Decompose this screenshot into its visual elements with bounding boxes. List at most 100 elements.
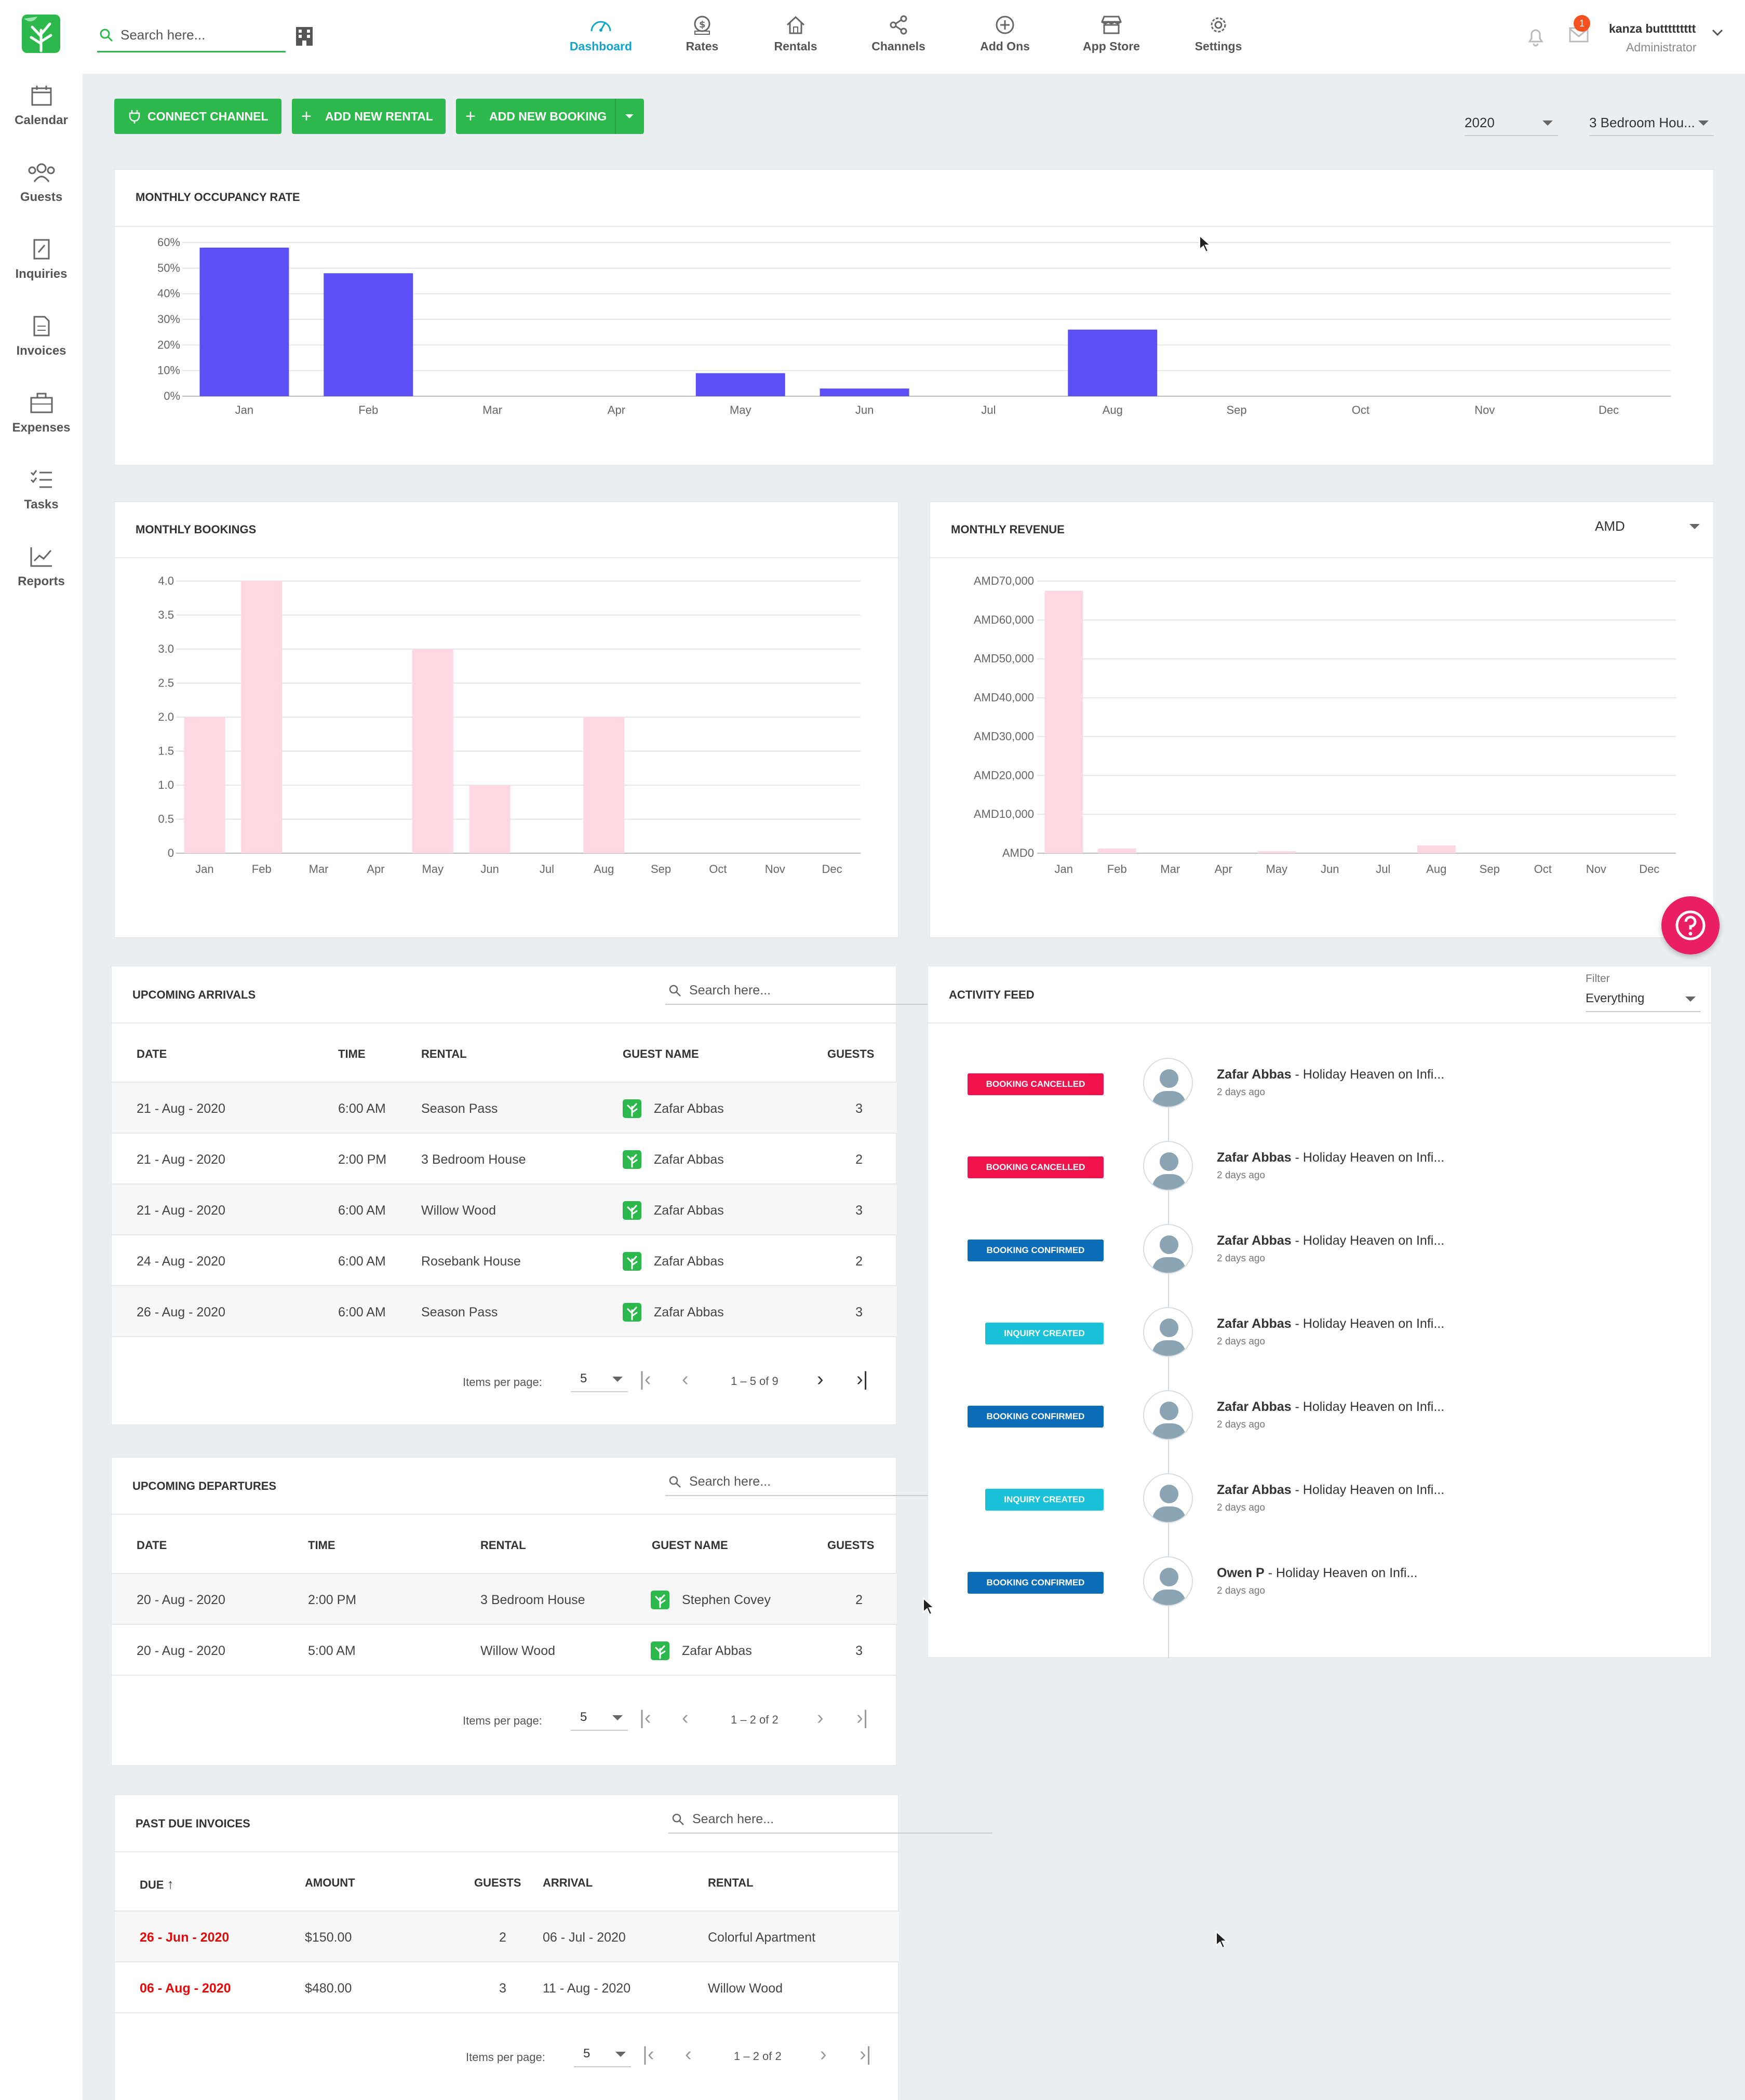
invoices-search-input[interactable]: Search here...: [692, 1812, 774, 1826]
nav-dashboard[interactable]: Dashboard: [567, 15, 635, 61]
arrivals-search-input[interactable]: Search here...: [689, 983, 771, 998]
table-row[interactable]: 20 - Aug - 2020 5:00 AM Willow Wood Zafar A…: [112, 1625, 897, 1676]
column-header[interactable]: RENTAL: [480, 1539, 526, 1552]
table-row[interactable]: 21 - Aug - 2020 2:00 PM 3 Bedroom House Zaf…: [112, 1134, 897, 1184]
add-rental-button[interactable]: + ADD NEW RENTAL: [292, 99, 446, 134]
rental-select[interactable]: 3 Bedroom Hou...: [1589, 109, 1714, 136]
avatar[interactable]: [1143, 1224, 1193, 1274]
column-header[interactable]: DUE ↑: [140, 1876, 174, 1892]
nav-app-store[interactable]: App Store: [1080, 15, 1143, 61]
table-row[interactable]: 21 - Aug - 2020 6:00 AM Season Pass Zafar A…: [112, 1083, 897, 1134]
global-search-input[interactable]: Search here...: [120, 27, 206, 43]
avatar[interactable]: [1143, 1058, 1193, 1108]
column-header[interactable]: RENTAL: [708, 1876, 754, 1889]
x-tick-label: May: [422, 863, 444, 876]
feed-item-text[interactable]: Owen P - Holiday Heaven on Infi...: [1217, 1566, 1417, 1581]
first-page-button[interactable]: |‹: [639, 1368, 651, 1390]
sidebar-item-expenses[interactable]: Expenses: [0, 392, 83, 435]
nav-channels[interactable]: Channels: [867, 15, 930, 61]
table-row[interactable]: 20 - Aug - 2020 2:00 PM 3 Bedroom House Ste…: [112, 1574, 897, 1625]
column-header[interactable]: ARRIVAL: [543, 1876, 593, 1889]
column-header[interactable]: TIME: [338, 1047, 366, 1060]
feed-item-text[interactable]: Zafar Abbas - Holiday Heaven on Infi...: [1217, 1483, 1444, 1498]
prev-page-button[interactable]: ‹: [682, 1707, 689, 1729]
first-page-button[interactable]: |‹: [639, 1707, 651, 1729]
nav-add-ons[interactable]: Add Ons: [976, 15, 1033, 61]
y-tick-label: 2.5: [158, 677, 174, 690]
items-per-page-select[interactable]: 5: [571, 1704, 628, 1731]
sidebar-item-inquiries[interactable]: Inquiries: [0, 238, 83, 281]
help-button[interactable]: [1661, 896, 1720, 954]
column-header[interactable]: TIME: [308, 1539, 335, 1552]
first-page-button[interactable]: |‹: [642, 2043, 654, 2065]
y-tick-label: 0%: [164, 389, 180, 402]
feed-item-text[interactable]: Zafar Abbas - Holiday Heaven on Infi...: [1217, 1399, 1444, 1415]
sidebar-item-invoices[interactable]: Invoices: [0, 315, 83, 358]
avatar[interactable]: [1143, 1556, 1193, 1606]
items-per-page-select[interactable]: 5: [574, 2040, 631, 2067]
avatar[interactable]: [1143, 1390, 1193, 1440]
sort-arrow-up-icon: ↑: [167, 1876, 174, 1892]
avatar[interactable]: [1143, 1473, 1193, 1523]
app-logo-icon[interactable]: [22, 15, 60, 53]
feed-item-text[interactable]: Zafar Abbas - Holiday Heaven on Infi...: [1217, 1316, 1444, 1331]
feed-item-text[interactable]: Zafar Abbas - Holiday Heaven on Infi...: [1217, 1150, 1444, 1165]
year-select[interactable]: 2020: [1465, 109, 1558, 136]
avatar[interactable]: [1143, 1307, 1193, 1357]
invoices-search[interactable]: Search here...: [668, 1807, 992, 1834]
column-header[interactable]: DATE: [137, 1047, 167, 1060]
sidebar-item-label: Inquiries: [15, 267, 68, 281]
avatar[interactable]: [1143, 1141, 1193, 1191]
activity-filter-select[interactable]: Everything: [1586, 985, 1701, 1012]
column-header[interactable]: GUESTS: [827, 1539, 875, 1552]
nav-rentals[interactable]: Rentals: [770, 15, 822, 61]
last-page-button[interactable]: ›|: [856, 1368, 868, 1390]
arrivals-search[interactable]: Search here...: [665, 978, 987, 1005]
bar: [1097, 849, 1136, 853]
next-page-button[interactable]: ›: [817, 1707, 824, 1729]
connect-channel-button[interactable]: CONNECT CHANNEL: [114, 99, 281, 134]
next-page-button[interactable]: ›: [820, 2043, 827, 2065]
currency-select[interactable]: AMD: [1595, 513, 1705, 540]
sidebar-item-calendar[interactable]: Calendar: [0, 84, 83, 128]
nav-settings[interactable]: Settings: [1192, 15, 1244, 61]
next-page-button[interactable]: ›: [817, 1368, 824, 1390]
add-booking-button[interactable]: + ADD NEW BOOKING: [456, 99, 644, 134]
x-tick-label: Mar: [482, 403, 502, 416]
user-name[interactable]: kanza buttttttttt: [1609, 22, 1696, 35]
chevron-down-icon[interactable]: [1712, 29, 1723, 36]
column-header[interactable]: DATE: [137, 1539, 167, 1552]
sidebar-item-tasks[interactable]: Tasks: [0, 468, 83, 512]
table-row[interactable]: 26 - Aug - 2020 6:00 AM Season Pass Zafar A…: [112, 1286, 897, 1337]
sidebar-item-reports[interactable]: Reports: [0, 545, 83, 589]
column-header[interactable]: GUESTS: [474, 1876, 521, 1889]
items-per-page-select[interactable]: 5: [571, 1365, 628, 1392]
departures-search-input[interactable]: Search here...: [689, 1474, 771, 1489]
column-header[interactable]: GUESTS: [827, 1047, 875, 1060]
status-badge: INQUIRY CREATED: [985, 1489, 1104, 1511]
bell-icon[interactable]: [1526, 27, 1545, 47]
departures-search[interactable]: Search here...: [665, 1469, 987, 1496]
column-header[interactable]: GUEST NAME: [623, 1047, 699, 1060]
table-row[interactable]: 26 - Jun - 2020 $150.00 2 06 - Jul - 2020 Co…: [115, 1911, 899, 1962]
sidebar-item-guests[interactable]: Guests: [0, 161, 83, 205]
prev-page-button[interactable]: ‹: [685, 2043, 692, 2065]
last-page-button[interactable]: ›|: [860, 2043, 871, 2065]
building-icon[interactable]: [294, 26, 315, 47]
table-row[interactable]: 06 - Aug - 2020 $480.00 3 11 - Aug - 2020 Wi…: [115, 1962, 899, 2013]
add-booking-dropdown-caret[interactable]: [625, 114, 634, 118]
global-search[interactable]: Search here...: [97, 23, 286, 52]
feed-item-text[interactable]: Zafar Abbas - Holiday Heaven on Infi...: [1217, 1233, 1444, 1248]
prev-page-button[interactable]: ‹: [682, 1368, 689, 1390]
last-page-button[interactable]: ›|: [856, 1707, 868, 1729]
search-icon: [669, 985, 681, 997]
nav-rates[interactable]: $ Rates: [676, 15, 728, 61]
feed-item-text[interactable]: Zafar Abbas - Holiday Heaven on Infi...: [1217, 1067, 1444, 1082]
date-cell: 26 - Aug - 2020: [137, 1305, 225, 1320]
x-tick-label: Apr: [367, 863, 384, 876]
table-row[interactable]: 21 - Aug - 2020 6:00 AM Willow Wood Zafar A…: [112, 1184, 897, 1235]
column-header[interactable]: GUEST NAME: [652, 1539, 728, 1552]
column-header[interactable]: AMOUNT: [305, 1876, 355, 1889]
column-header[interactable]: RENTAL: [421, 1047, 467, 1060]
table-row[interactable]: 24 - Aug - 2020 6:00 AM Rosebank House Zafa…: [112, 1235, 897, 1286]
